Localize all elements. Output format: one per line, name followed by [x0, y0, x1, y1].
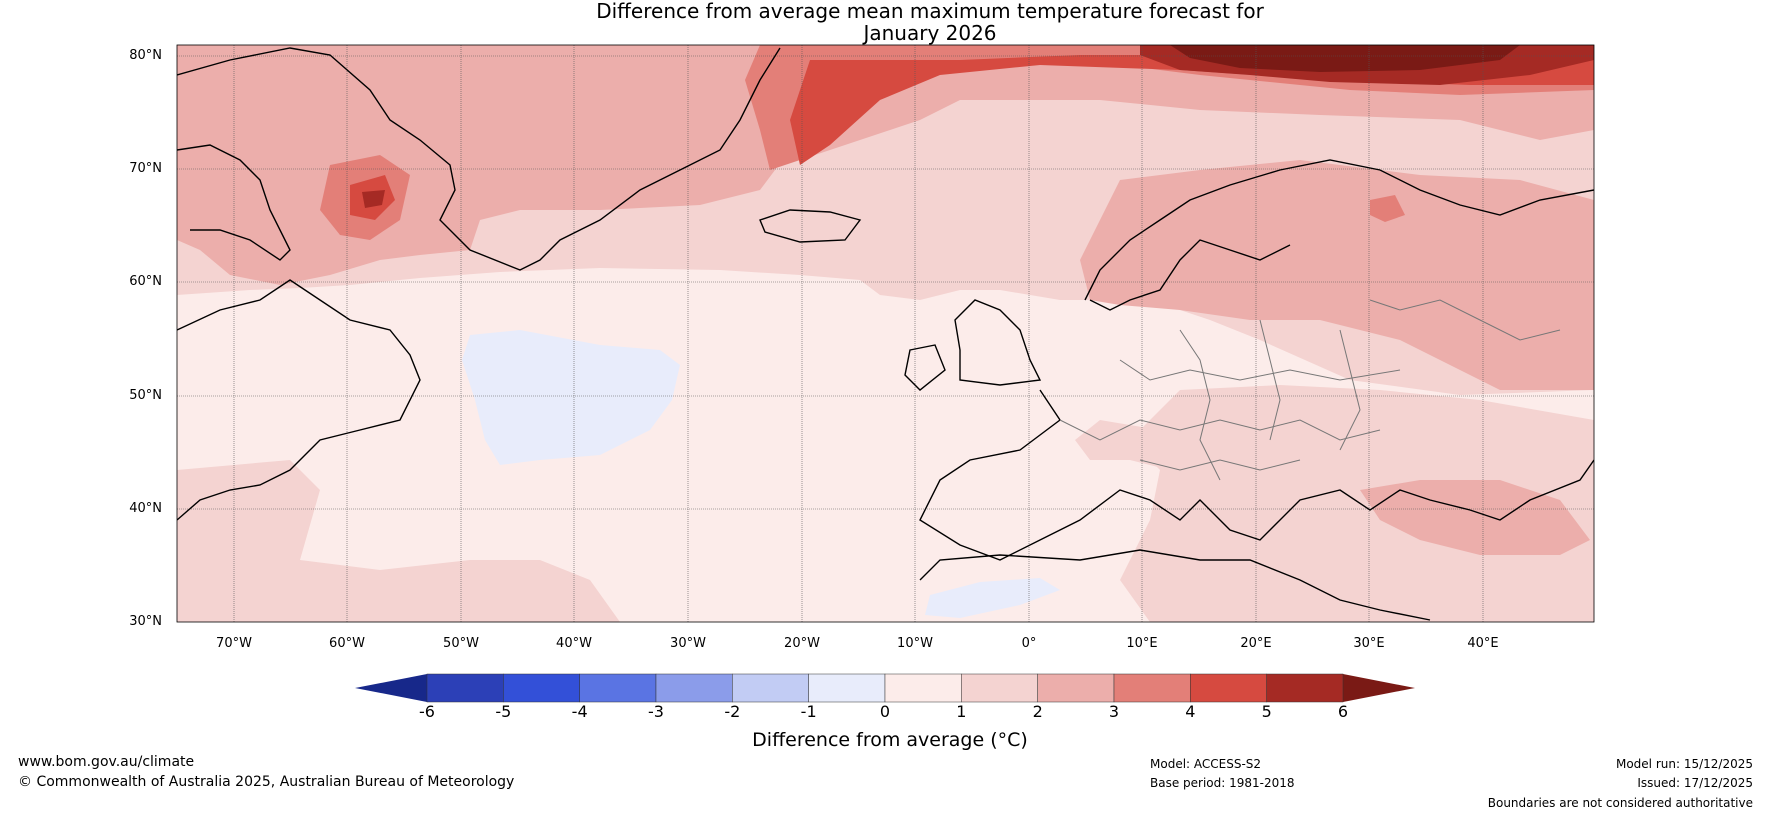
colorbar-tick-label: 4 [1185, 702, 1196, 721]
colorbar-tick-label: -3 [648, 702, 664, 721]
colorbar-segment [655, 673, 733, 703]
colorbar-segment [503, 673, 580, 703]
colorbar-tick-label: -6 [419, 702, 435, 721]
lon-label-20e: 20°E [1240, 636, 1272, 651]
colorbar-segment [1266, 673, 1344, 703]
colorbar-segment [426, 673, 504, 703]
lon-label-10w: 10°W [897, 636, 933, 651]
lat-label-80n: 80°N [129, 48, 162, 63]
colorbar-tick-label: 6 [1337, 702, 1349, 721]
anomaly-1-2-iceland [780, 205, 850, 245]
anomaly-neg1-0-atlantic [462, 330, 680, 465]
anomaly-2-3-scandinavia-russia [1080, 160, 1594, 390]
colorbar-segment [579, 673, 657, 703]
anomaly-3-4-finland [1370, 195, 1405, 222]
colorbar-tick-label: 2 [1032, 702, 1043, 721]
greenland-coast [177, 47, 781, 271]
lat-label-60n: 60°N [129, 274, 162, 289]
footer-copyright: © Commonwealth of Australia 2025, Austra… [18, 774, 515, 790]
colorbar-label: Difference from average (°C) [752, 729, 1028, 751]
colorbar-segment [1113, 673, 1191, 703]
scandinavia-coast [1084, 159, 1594, 301]
anomaly-1-2-south-east [1120, 385, 1594, 622]
baltic-coast [1089, 239, 1291, 311]
colorbar-segment [1190, 673, 1267, 703]
lon-label-40e: 40°E [1467, 636, 1499, 651]
north-america-coast [177, 279, 421, 521]
anomaly-1-2-central-europe [1075, 420, 1170, 470]
colorbar-tick-label: -4 [571, 702, 588, 721]
colorbar-tick-label: -1 [800, 702, 817, 721]
footer-base-period: Base period: 1981-2018 [1150, 776, 1295, 790]
colorbar-segment [1037, 673, 1115, 703]
footer-model-run: Model run: 15/12/2025 [1615, 757, 1753, 771]
lon-label-30e: 30°E [1353, 636, 1385, 651]
footer-issued: Issued: 17/12/2025 [1637, 776, 1753, 790]
lat-label-50n: 50°N [129, 388, 162, 403]
anomaly-over-6-arctic [1170, 45, 1520, 72]
lon-label-30w: 30°W [670, 636, 706, 651]
anomaly-2-3-greenland [177, 45, 790, 285]
colorbar-extend-high [1343, 674, 1415, 702]
britain-coast [954, 299, 1042, 386]
map-field [177, 45, 1594, 622]
colorbar-segment [732, 673, 809, 703]
colorbar-segment [884, 673, 962, 703]
colorbar-tick-label: 5 [1261, 702, 1272, 721]
lon-label-60w: 60°W [329, 636, 365, 651]
chart-title-line-2: January 2026 [863, 21, 997, 45]
colorbar-tick-label: 1 [956, 702, 967, 721]
lon-label-20w: 20°W [784, 636, 820, 651]
colorbar-tick-label: -5 [495, 702, 512, 721]
anomaly-5-6-baffin [362, 190, 385, 208]
colorbar-segment [808, 673, 886, 703]
north-africa-coast [919, 549, 1431, 621]
lon-label-10e: 10°E [1126, 636, 1158, 651]
coastlines [177, 47, 1594, 621]
lon-label-50w: 50°W [443, 636, 479, 651]
europe-med-coast [919, 389, 1594, 561]
colorbar [355, 673, 1415, 703]
anomaly-1-2-south-west [177, 460, 620, 622]
footer-disclaimer: Boundaries are not considered authoritat… [1487, 796, 1753, 810]
iceland-coast [759, 209, 862, 243]
footer-model: Model: ACCESS-S2 [1150, 757, 1262, 771]
lon-label-40w: 40°W [556, 636, 592, 651]
lon-label-0: 0° [1021, 636, 1037, 651]
lat-label-30n: 30°N [129, 614, 162, 629]
colorbar-tick-label: -2 [724, 702, 741, 721]
footer-url: www.bom.gov.au/climate [18, 754, 195, 770]
colorbar-extend-low [355, 674, 427, 702]
country-borders [1059, 299, 1561, 481]
lon-label-70w: 70°W [216, 636, 252, 651]
colorbar-segment [961, 673, 1038, 703]
lat-label-70n: 70°N [129, 161, 162, 176]
graticule [177, 45, 1594, 622]
colorbar-tick-label: 0 [879, 702, 891, 721]
chart-title-line-1: Difference from average mean maximum tem… [596, 0, 1264, 23]
lat-label-40n: 40°N [129, 501, 162, 516]
anomaly-neg1-0-sahara [925, 578, 1060, 618]
map-frame [176, 44, 1595, 623]
colorbar-tick-label: 3 [1108, 702, 1120, 721]
ireland-coast [904, 344, 946, 391]
baffin-coast [177, 144, 291, 261]
